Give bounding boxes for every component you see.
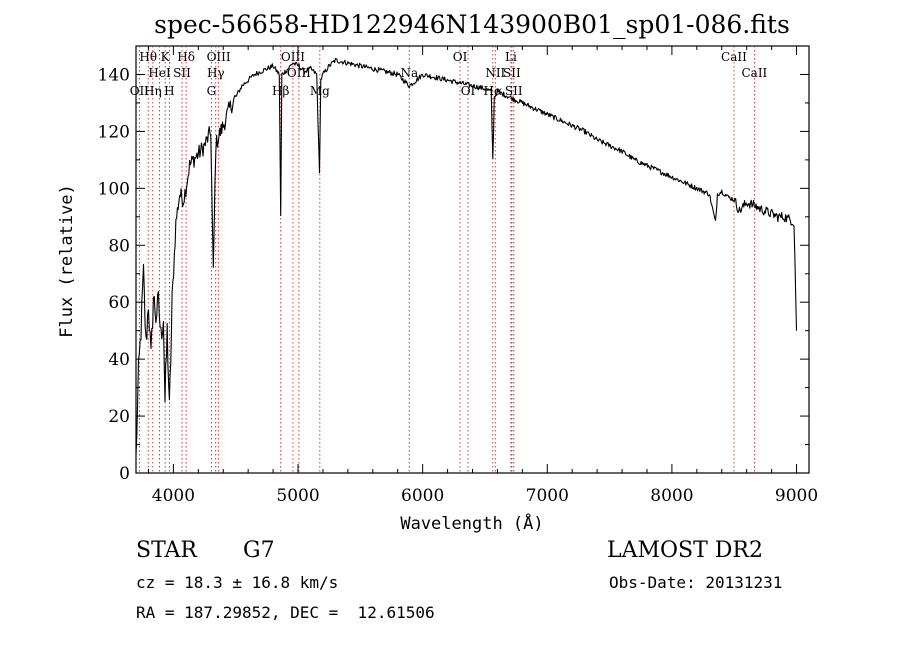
y-tick-label: 80 <box>108 236 130 256</box>
line-marker-label: CaII <box>721 50 747 64</box>
spectrum-series-line <box>135 57 798 455</box>
x-tick-label: 5000 <box>276 486 319 506</box>
line-marker-lines <box>138 46 755 473</box>
y-axis-label: Flux (relative) <box>57 184 77 338</box>
line-marker-label: Li <box>505 50 517 64</box>
line-marker-label: Hβ <box>272 84 289 98</box>
line-marker-label: Na <box>400 66 418 80</box>
x-tick-label: 6000 <box>401 486 444 506</box>
x-tick-label: 9000 <box>775 486 818 506</box>
object-subclass: G7 <box>243 538 275 563</box>
line-marker-label: HeI <box>148 66 171 80</box>
line-marker-label: Hη <box>144 84 162 98</box>
line-marker-label: K <box>161 50 171 64</box>
object-class: STAR <box>136 538 197 563</box>
line-marker-label: Hα <box>484 84 503 98</box>
y-tick-label: 0 <box>119 464 130 484</box>
line-marker-label: Hθ <box>139 50 157 64</box>
y-axis: 0 20 40 60 80 100 120 140 <box>98 65 809 484</box>
y-tick-label: 100 <box>98 179 130 199</box>
line-marker-label: Mg <box>310 84 330 98</box>
line-marker-label: NII <box>485 66 505 80</box>
line-marker-label: OIII <box>281 50 305 64</box>
line-marker-label: OIII <box>287 66 311 80</box>
line-marker-label: CaII <box>741 66 767 80</box>
y-tick-label: 40 <box>108 350 130 370</box>
sky-coordinates: RA = 187.29852, DEC = 12.61506 <box>136 603 435 622</box>
observation-date: Obs-Date: 20131231 <box>609 573 783 592</box>
x-tick-label: 4000 <box>152 486 195 506</box>
line-marker-labels: Hθ OII K HeI Hη H Hδ SII OIII Hγ G OIII OIII Hβ Mg Na OI… <box>130 50 768 98</box>
line-marker-label: SII <box>503 66 521 80</box>
line-marker-label: OI <box>453 50 468 64</box>
plot-frame <box>135 45 810 474</box>
line-marker-label: OII <box>130 84 150 98</box>
line-marker-label: G <box>207 84 217 98</box>
x-axis: 4000 5000 6000 7000 8000 9000 <box>147 46 818 506</box>
y-tick-label: 60 <box>108 293 130 313</box>
line-marker-label: SII <box>505 84 523 98</box>
y-tick-label: 20 <box>108 407 130 427</box>
x-axis-label: Wavelength (Å) <box>400 512 543 534</box>
y-tick-label: 140 <box>98 65 130 85</box>
redshift-velocity: cz = 18.3 ± 16.8 km/s <box>136 573 339 592</box>
line-marker-label: Hδ <box>177 50 195 64</box>
line-marker-label: SII <box>173 66 191 80</box>
x-tick-label: 8000 <box>650 486 693 506</box>
line-marker-label: OIII <box>207 50 231 64</box>
x-tick-label: 7000 <box>526 486 569 506</box>
chart-title: spec-56658-HD122946N143900B01_sp01-086.f… <box>154 10 790 39</box>
survey-name: LAMOST DR2 <box>607 538 763 563</box>
line-marker-label: OI <box>461 84 476 98</box>
line-marker-label: Hγ <box>207 66 225 80</box>
y-tick-label: 120 <box>98 122 130 142</box>
line-marker-label: H <box>164 84 174 98</box>
